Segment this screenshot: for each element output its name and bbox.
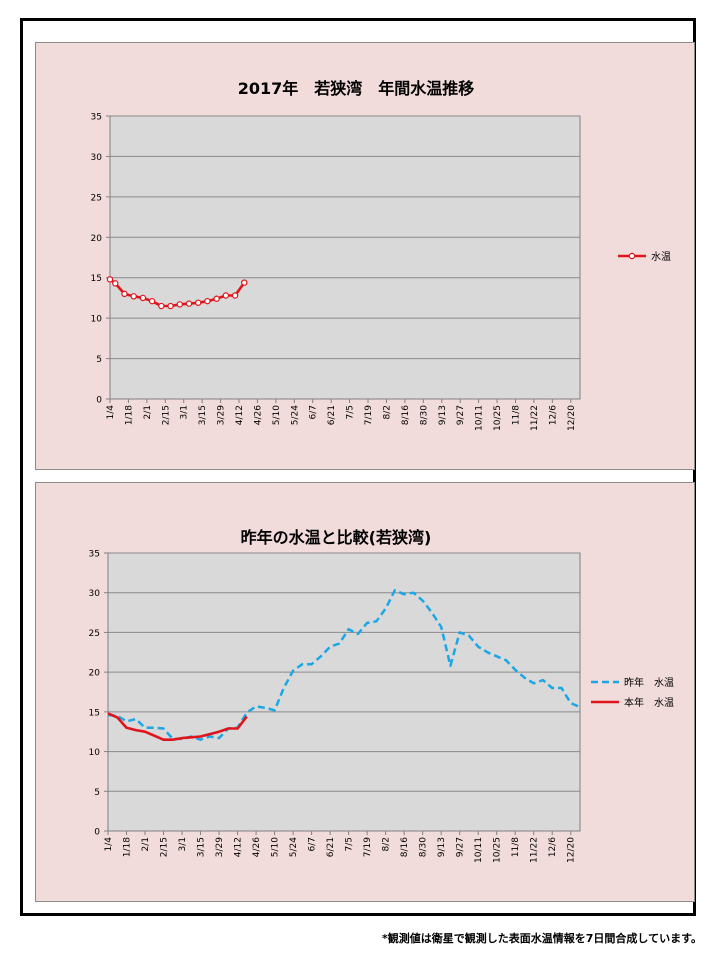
plot-area <box>109 115 581 400</box>
annual-temperature-chart: 2017年 若狭湾 年間水温推移 0 5 10 15 20 25 30 35 1/4 1/18 2/1… <box>91 79 671 431</box>
x-tick-label: 12/6 <box>548 405 558 425</box>
x-tick-label: 5/24 <box>289 837 299 857</box>
x-tick-label: 5/24 <box>290 405 300 425</box>
x-tick-label: 4/12 <box>235 405 245 425</box>
x-tick-label: 8/16 <box>400 837 410 857</box>
y-tick-label: 25 <box>89 629 100 639</box>
x-tick-label: 12/20 <box>567 837 577 863</box>
x-tick-label: 8/30 <box>419 405 429 425</box>
x-tick-label: 4/12 <box>234 837 244 857</box>
y-tick-label: 25 <box>91 193 102 203</box>
data-point <box>176 301 183 308</box>
x-tick-label: 6/7 <box>309 405 319 419</box>
x-tick-label: 6/21 <box>327 405 337 425</box>
x-tick-label: 4/26 <box>252 837 262 857</box>
data-point <box>204 297 211 305</box>
x-tick-label: 9/13 <box>437 837 447 857</box>
data-point <box>185 300 193 307</box>
x-tick-label: 10/11 <box>474 837 484 863</box>
x-tick-label: 8/30 <box>419 837 429 857</box>
x-tick-label: 2/15 <box>160 837 170 857</box>
data-point <box>130 293 137 300</box>
data-point <box>158 302 165 310</box>
chart-title: 昨年の水温と比較(若狭湾) <box>241 528 432 547</box>
x-tick-label: 12/6 <box>548 837 558 857</box>
x-tick-label: 10/25 <box>493 837 503 863</box>
comparison-chart-panel: 昨年の水温と比較(若狭湾) 0 5 10 15 20 25 30 35 1/4 1/18 2/1 2/1… <box>35 482 695 902</box>
y-tick-label: 35 <box>89 550 100 560</box>
data-point <box>231 292 239 299</box>
data-point <box>213 295 220 302</box>
x-tick-label: 6/21 <box>326 837 336 857</box>
annual-chart-panel: 2017年 若狭湾 年間水温推移 0 5 10 15 20 25 30 35 1/4 1/18 2/1… <box>35 42 695 470</box>
data-point <box>167 302 174 310</box>
x-tick-label: 10/11 <box>475 405 485 431</box>
data-point <box>241 279 248 286</box>
chart-title: 2017年 若狭湾 年間水温推移 <box>238 79 475 98</box>
y-tick-label: 15 <box>91 274 102 284</box>
y-tick-label: 15 <box>89 708 100 718</box>
x-tick-label: 1/18 <box>123 837 133 857</box>
x-tick-label: 5/10 <box>271 837 281 857</box>
legend-label: 昨年 水温 <box>624 676 674 689</box>
x-tick-label: 1/18 <box>124 405 134 425</box>
x-tick-label: 6/7 <box>308 837 318 851</box>
data-point <box>121 290 128 298</box>
x-tick-label: 9/27 <box>456 837 466 857</box>
x-tick-label: 1/4 <box>104 837 114 852</box>
legend-label: 水温 <box>651 251 671 263</box>
x-tick-label: 7/19 <box>363 837 373 857</box>
comparison-temperature-chart: 昨年の水温と比較(若狭湾) 0 5 10 15 20 25 30 35 1/4 1/18 2/1 2/1… <box>89 528 674 863</box>
x-tick-label: 9/27 <box>456 405 466 425</box>
x-tick-label: 7/5 <box>345 837 355 851</box>
data-point <box>195 299 202 306</box>
data-point <box>148 297 156 305</box>
y-tick-label: 0 <box>96 396 102 406</box>
x-tick-label: 3/15 <box>198 405 208 425</box>
y-tick-label: 30 <box>91 153 103 163</box>
y-tick-label: 20 <box>89 669 101 679</box>
x-tick-label: 3/29 <box>215 837 225 857</box>
series-line <box>107 712 248 742</box>
x-tick-label: 3/1 <box>178 837 188 851</box>
data-point <box>139 294 147 302</box>
legend-marker <box>628 252 636 260</box>
plot-area <box>107 552 581 832</box>
y-tick-label: 10 <box>91 315 103 325</box>
x-tick-label: 12/20 <box>567 405 577 431</box>
x-tick-label: 4/26 <box>253 405 263 425</box>
y-tick-label: 30 <box>89 589 101 599</box>
x-tick-label: 7/19 <box>364 405 374 425</box>
data-point <box>112 280 119 287</box>
data-point <box>106 276 114 283</box>
series-line <box>109 278 246 308</box>
footnote: *観測値は衛星で観測した表面水温情報を7日間合成しています。 <box>382 932 702 945</box>
data-point <box>222 292 230 299</box>
y-tick-label: 0 <box>94 828 100 838</box>
x-tick-label: 5/10 <box>272 405 282 425</box>
x-tick-label: 1/4 <box>106 405 116 420</box>
x-tick-label: 11/8 <box>511 405 521 425</box>
x-tick-label: 9/13 <box>438 405 448 425</box>
x-tick-label: 11/22 <box>530 405 540 431</box>
y-tick-label: 10 <box>89 748 101 758</box>
y-tick-label: 20 <box>91 234 103 244</box>
x-tick-label: 2/1 <box>143 405 153 419</box>
x-tick-label: 10/25 <box>493 405 503 431</box>
x-tick-label: 7/5 <box>346 405 356 419</box>
x-tick-label: 3/29 <box>217 405 227 425</box>
y-tick-label: 5 <box>94 788 100 798</box>
y-tick-label: 5 <box>96 355 102 365</box>
x-tick-label: 8/2 <box>382 405 392 419</box>
x-tick-label: 2/1 <box>141 837 151 851</box>
x-tick-label: 11/8 <box>511 837 521 857</box>
x-tick-label: 8/16 <box>401 405 411 425</box>
x-tick-label: 11/22 <box>530 837 540 863</box>
legend-label: 本年 水温 <box>624 696 674 709</box>
x-tick-label: 2/15 <box>161 405 171 425</box>
x-tick-label: 8/2 <box>382 837 392 851</box>
x-tick-label: 3/15 <box>197 837 207 857</box>
y-tick-label: 35 <box>91 113 102 123</box>
x-tick-label: 3/1 <box>180 405 190 419</box>
